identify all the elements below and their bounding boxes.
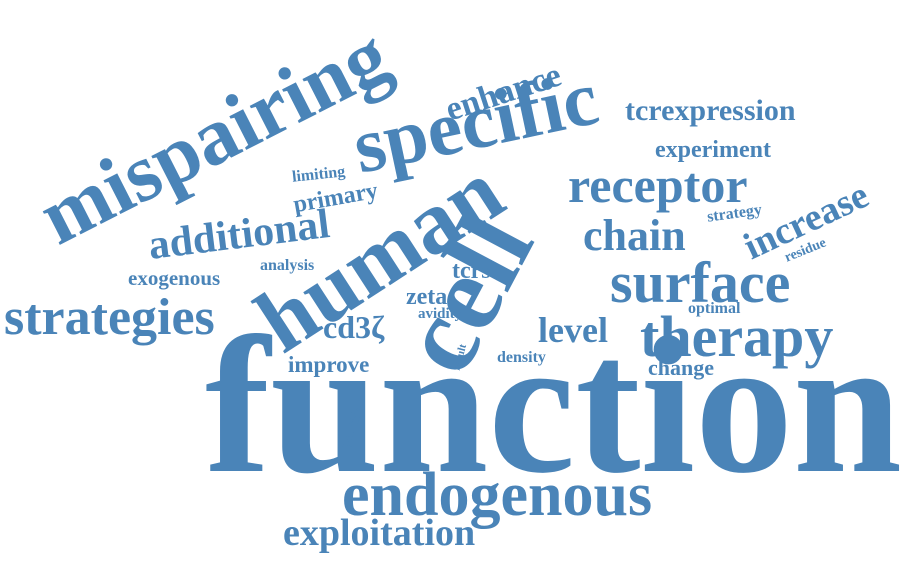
word-avidity: avidity <box>418 306 463 322</box>
word-tcrexpression: tcrexpression <box>625 94 796 127</box>
word-analysis: analysis <box>260 257 315 274</box>
word-exogenous: exogenous <box>128 266 221 290</box>
word-optimal: optimal <box>688 300 741 317</box>
word-function: function <box>205 297 900 514</box>
word-strategies: strategies <box>4 289 215 346</box>
word-chain: chain <box>583 211 686 260</box>
word-cd3z: cd3ζ <box>323 309 385 345</box>
word-zeta: zeta <box>406 284 448 310</box>
word-experiment: experiment <box>655 137 771 163</box>
word-therapy: therapy <box>640 304 834 369</box>
word-density: density <box>497 349 546 366</box>
word-change: change <box>648 355 714 380</box>
word-receptor: receptor <box>568 157 748 213</box>
word-surface: surface <box>610 250 791 315</box>
word-tcrs: tcrs <box>452 258 491 284</box>
word-endogenous: endogenous <box>342 461 653 529</box>
word-exploitation: exploitation <box>283 512 476 554</box>
word-improve: improve <box>288 352 370 377</box>
word-limiting: limiting <box>291 163 347 186</box>
word-level: level <box>538 310 608 350</box>
